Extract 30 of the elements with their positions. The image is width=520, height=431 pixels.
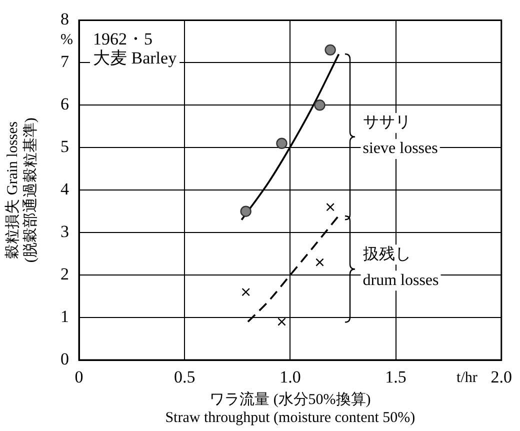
y-tick-label: 7 [60,52,70,72]
point [242,288,250,296]
point [240,206,252,217]
y-tick-label: 4 [60,180,70,199]
y-tick-label: 5 [60,137,69,156]
x-tick-label: 0.5 [174,368,196,387]
text: t/hr [456,370,478,386]
point [276,138,288,149]
text: ササリ sieve losses [362,114,438,158]
point [316,258,324,266]
x-tick-label: 2.0 [490,368,512,387]
point [278,318,286,326]
annotation: 1962・5 [93,30,152,49]
point [326,202,334,212]
annotation: 大麦 Barley [93,48,178,68]
y-axis-title: 穀粒損失 Grain losses (脱穀部通過穀粒基準) [4,118,39,263]
x-tick-label: 0 [74,368,84,387]
y-tick-label: 8 [60,10,69,29]
y-tick-label: 3 [60,222,69,242]
point [324,44,336,56]
point [314,100,326,111]
x-tick-label: 1.5 [385,368,406,387]
y-tick-label: 6 [60,94,69,114]
y-tick-label: 2 [60,264,69,284]
y-tick-label: 1 [60,306,69,326]
y-tick-label: 0 [60,349,69,368]
text: 扱残し drum losses [362,244,439,289]
x-tick-label: 1.0 [280,368,301,387]
x-axis-title: ワラ流量 (水分50%換算) Straw throughput (moisture content 50%) [165,390,416,426]
text: % [60,32,73,48]
